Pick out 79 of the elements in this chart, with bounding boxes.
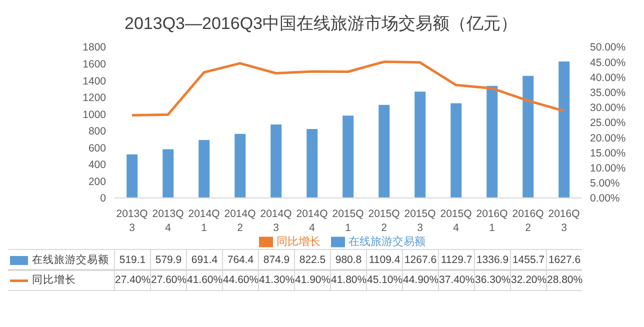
x-tick-label: 2014Q4 (296, 208, 328, 234)
y-tick-label: 1600 (82, 58, 106, 70)
y2-tick-label: 45.00% (590, 56, 626, 69)
x-tick-label: 2014Q2 (224, 208, 256, 234)
y2-tick-label: 5.00% (590, 178, 620, 190)
bar (414, 92, 426, 198)
data-label: 764.4 (222, 250, 258, 270)
bar (306, 128, 318, 198)
y2-tick-label: 50.00% (590, 42, 626, 54)
bar (234, 134, 246, 198)
bar (270, 124, 282, 198)
data-label: 1267.6 (402, 250, 438, 270)
data-label: 28.80% (546, 270, 583, 290)
data-label: 45.10% (366, 270, 403, 290)
data-label: 519.1 (114, 250, 150, 270)
data-label: 44.60% (222, 270, 259, 290)
chart-title: 2013Q3—2016Q3中国在线旅游市场交易额（亿元） (124, 13, 518, 35)
data-label: 27.60% (150, 270, 187, 290)
x-tick-label: 2013Q3 (116, 208, 148, 234)
data-label: 822.5 (294, 250, 330, 270)
data-label: 41.80% (330, 270, 367, 290)
data-label: 41.90% (294, 270, 331, 290)
y-tick-label: 1800 (82, 42, 106, 54)
bar (558, 61, 570, 198)
data-label: 44.90% (402, 270, 439, 290)
bar (450, 103, 462, 198)
bar (126, 154, 138, 198)
x-tick-label: 2014Q3 (260, 208, 292, 234)
y-tick-label: 800 (88, 126, 106, 138)
line-series (130, 60, 566, 116)
data-label: 41.60% (186, 270, 223, 290)
y-tick-label: 600 (88, 142, 106, 154)
data-label: 691.4 (186, 250, 222, 270)
y-tick-label: 1200 (82, 92, 106, 104)
bar (162, 149, 174, 198)
legend-label: 同比增长 (276, 236, 320, 248)
y2-tick-label: 15.00% (590, 147, 626, 160)
data-label: 579.9 (150, 250, 186, 270)
data-label: 41.30% (258, 270, 295, 290)
data-label: 27.40% (114, 270, 151, 290)
y2-tick-label: 25.00% (590, 117, 626, 130)
data-label: 874.9 (258, 250, 294, 270)
y2-tick-label: 30.00% (590, 102, 626, 114)
y-tick-label: 1400 (82, 75, 106, 88)
bar (522, 76, 534, 198)
text: 同比增长 (32, 274, 76, 286)
y-tick-label: 0 (100, 192, 106, 205)
x-tick-label: 2015Q2 (368, 208, 400, 234)
legend-label: 在线旅游交易额 (348, 236, 426, 248)
x-tick-label: 2016Q2 (512, 208, 544, 234)
data-label: 1129.7 (438, 250, 474, 270)
y2-tick-label: 0.00% (590, 192, 620, 205)
x-tick-label: 2014Q1 (188, 208, 220, 234)
y-tick-label: 400 (88, 159, 106, 172)
y2-tick-label: 20.00% (590, 132, 626, 144)
y-tick-label: 1000 (82, 108, 106, 121)
bar (378, 104, 390, 198)
data-label: 32.20% (510, 270, 547, 290)
x-tick-label: 2013Q4 (152, 208, 184, 234)
bar (198, 140, 210, 198)
data-label: 1109.4 (366, 250, 402, 270)
x-tick-label: 2016Q3 (548, 208, 580, 234)
data-label: 1627.6 (546, 250, 582, 270)
x-tick-label: 2015Q3 (404, 208, 436, 234)
x-tick-label: 2016Q1 (476, 208, 508, 234)
y2-tick-label: 10.00% (590, 162, 626, 174)
bar (486, 86, 498, 198)
y2-tick-label: 35.00% (590, 87, 626, 99)
text: 在线旅游交易额 (32, 254, 109, 266)
bar (342, 116, 354, 198)
data-label: 1336.9 (474, 250, 510, 270)
y2-tick-label: 40.00% (590, 72, 626, 84)
data-label: 36.30% (474, 270, 511, 290)
data-label: 980.8 (330, 250, 366, 270)
data-label: 1455.7 (510, 250, 546, 270)
x-tick-label: 2015Q1 (332, 208, 364, 234)
data-label: 37.40% (438, 270, 475, 290)
y-tick-label: 200 (88, 176, 106, 188)
x-tick-label: 2015Q4 (440, 208, 472, 234)
